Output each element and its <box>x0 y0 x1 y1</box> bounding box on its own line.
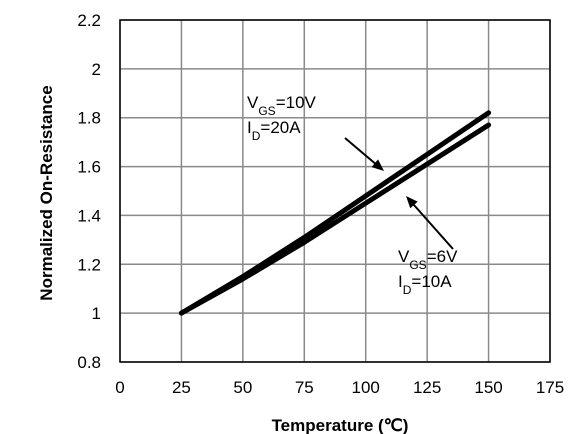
x-axis: 0 25 50 75 100 125 150 175 <box>115 378 564 397</box>
x-tick-label: 75 <box>295 378 314 397</box>
annotation-arrowhead <box>371 159 384 171</box>
x-tick-label: 175 <box>536 378 564 397</box>
x-tick-label: 0 <box>115 378 124 397</box>
x-tick-label: 125 <box>413 378 441 397</box>
annotation-arrow <box>344 137 379 167</box>
y-tick-label: 1.2 <box>77 255 101 274</box>
y-axis: 0.8 1 1.2 1.4 1.6 1.8 2 2.2 <box>77 11 101 372</box>
y-tick-label: 1.4 <box>77 206 101 225</box>
x-tick-label: 100 <box>352 378 380 397</box>
y-tick-label: 2 <box>92 60 101 79</box>
series-line-2 <box>178 122 492 316</box>
x-axis-label: Temperature (℃) <box>272 416 409 434</box>
y-tick-label: 2.2 <box>77 11 101 30</box>
annotation-text: VGS=6V <box>398 247 458 272</box>
series-lines <box>178 110 492 316</box>
y-tick-label: 0.8 <box>77 353 101 372</box>
annotation-text: ID=20A <box>247 118 301 143</box>
x-tick-label: 25 <box>172 378 191 397</box>
y-tick-label: 1 <box>92 304 101 323</box>
annotation-text: VGS=10V <box>247 93 317 118</box>
y-tick-label: 1.6 <box>77 158 101 177</box>
annotation-arrow <box>410 201 454 250</box>
x-tick-label: 150 <box>474 378 502 397</box>
plot-frame <box>119 19 551 363</box>
y-tick-label: 1.8 <box>77 109 101 128</box>
annotation-text: ID=10A <box>398 272 452 297</box>
y-axis-label: Normalized On-Resistance <box>37 85 56 300</box>
x-tick-label: 50 <box>233 378 252 397</box>
annotation-arrowhead <box>406 196 418 209</box>
